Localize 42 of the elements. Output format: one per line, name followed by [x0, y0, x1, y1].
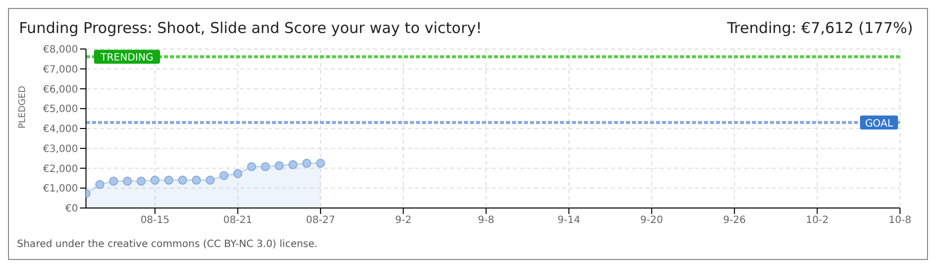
x-tick-label: 9-8	[478, 215, 494, 226]
y-tick-label: €5,000	[43, 104, 78, 116]
point	[95, 180, 104, 190]
ref-line-label: GOAL	[865, 118, 894, 130]
x-tick-label: 08-27	[306, 215, 336, 226]
chart-title: Funding Progress: Shoot, Slide and Score your way to victory!	[19, 19, 482, 37]
x-tick-label: 9-2	[395, 215, 412, 226]
point	[274, 161, 284, 170]
x-tick-label: 10-2	[806, 215, 829, 226]
point	[247, 162, 256, 172]
point	[109, 176, 118, 186]
point	[164, 176, 174, 185]
point	[302, 158, 312, 168]
point	[192, 176, 201, 185]
point	[233, 169, 242, 178]
point	[206, 176, 215, 185]
x-tick-label: 08-21	[223, 215, 252, 226]
point	[219, 171, 228, 180]
y-tick-label: €3,000	[43, 144, 78, 155]
x-tick-label: 10-8	[888, 215, 912, 226]
y-tick-label: €1,000	[43, 184, 78, 195]
ref-line-label: TRENDING	[100, 52, 154, 64]
x-tick-label: 9-26	[723, 215, 746, 226]
point	[288, 160, 298, 170]
point	[150, 176, 160, 185]
y-tick-label: €0	[65, 204, 78, 215]
chart-subtitle: Trending: €7,612 (177%)	[727, 19, 913, 37]
y-tick-label: €2,000	[43, 164, 78, 175]
point	[316, 158, 326, 168]
point	[260, 162, 270, 172]
x-tick-label: 9-20	[640, 215, 664, 226]
y-tick-label: €6,000	[43, 84, 78, 96]
point	[122, 176, 132, 186]
y-axis-title: PLEDGED	[18, 86, 28, 128]
y-tick-label: €8,000	[43, 44, 78, 56]
point	[136, 176, 146, 186]
x-tick-label: 9-14	[558, 215, 580, 226]
x-tick-label: 08-15	[140, 215, 170, 226]
y-tick-label: €4,000	[43, 124, 78, 136]
text: Shared under the creative commons (CC BY-NC 3.0) license.	[17, 239, 318, 250]
y-tick-label: €7,000	[43, 64, 78, 76]
point	[178, 176, 188, 185]
